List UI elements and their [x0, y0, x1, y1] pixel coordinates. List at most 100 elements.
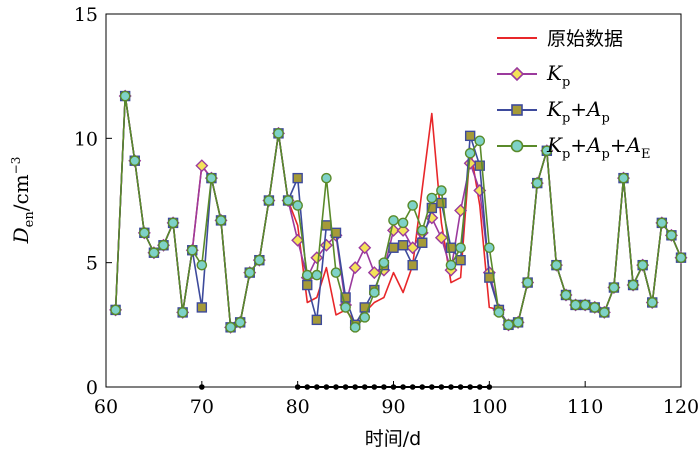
point-kpapae	[282, 195, 294, 206]
legend-marker-kp	[509, 66, 525, 82]
axis-marker-dot	[419, 384, 426, 390]
point-kpapae	[570, 299, 581, 311]
axis-marker-dot	[409, 384, 416, 390]
x-tick-label: 80	[286, 396, 310, 418]
point-kpap	[417, 237, 428, 248]
point-kpapae	[531, 177, 543, 189]
point-kpap	[196, 302, 208, 313]
y-axis-label-sub: en	[22, 211, 37, 228]
axis-marker-dot	[333, 384, 339, 390]
point-kpapae	[407, 200, 418, 211]
point-kpapae	[512, 317, 524, 328]
point-kpapae	[464, 147, 476, 159]
point-kpapae	[301, 269, 313, 281]
point-kpap	[340, 292, 351, 303]
axis-marker-dot	[400, 384, 406, 390]
point-kpapae	[484, 242, 495, 254]
point-kpapae	[646, 297, 658, 308]
y-axis-label-main: D	[9, 227, 33, 244]
point-kpapae	[589, 302, 601, 313]
point-kpapae	[206, 172, 217, 184]
series-line-kpap	[114, 95, 682, 329]
axis-marker-dot	[448, 384, 454, 390]
legend-kpap-k: K	[546, 97, 563, 121]
point-kpapae	[675, 252, 687, 263]
point-kpapae	[445, 259, 457, 271]
point-kpapae	[225, 322, 236, 333]
point-kpapae	[321, 172, 332, 184]
y-axis-label: Den/cm−3	[9, 157, 37, 245]
legend-label-kp: Kp	[546, 61, 570, 90]
x-tick-label: 100	[471, 396, 507, 418]
series-line-kpapae	[114, 95, 682, 329]
point-kpapae	[388, 215, 399, 226]
point-kp	[291, 233, 305, 247]
axis-marker-dot	[429, 384, 435, 390]
point-kpapae	[349, 322, 361, 333]
point-kpapae	[637, 259, 648, 271]
point-kpapae	[177, 307, 188, 318]
x-tick-label: 60	[94, 396, 118, 418]
point-kpapae	[455, 242, 466, 254]
point-kpapae	[436, 185, 447, 196]
series-line-raw	[114, 95, 682, 329]
point-kpapae	[129, 155, 141, 167]
point-kpapae	[551, 259, 562, 271]
axis-marker-dot	[342, 384, 349, 390]
point-kp	[406, 241, 420, 255]
point-kpapae	[196, 259, 208, 271]
y-tick-label: 0	[86, 377, 98, 399]
point-kpapae	[273, 128, 284, 139]
point-kpapae	[560, 289, 572, 301]
point-kpapae	[522, 277, 533, 288]
axis-marker-dot	[457, 384, 464, 390]
point-kpap	[292, 172, 303, 184]
legend-kpapae-a1: +A	[570, 133, 601, 157]
axis-marker-dot	[467, 384, 473, 390]
point-kp	[396, 223, 410, 237]
legend-label-raw: 原始数据	[547, 28, 623, 50]
axis-marker-dot	[323, 384, 330, 390]
y-axis: 0 5 10 15	[74, 4, 112, 399]
point-kpap	[436, 197, 447, 209]
point-kpapae	[244, 267, 256, 278]
axis-marker-dot	[381, 384, 387, 390]
point-kpapae	[110, 304, 121, 316]
point-kpap	[474, 160, 485, 171]
point-kpapae	[579, 299, 591, 311]
legend-marker-kpapae	[510, 139, 524, 153]
point-kpapae	[158, 239, 169, 251]
legend-kp-main: K	[546, 61, 563, 85]
point-kp	[367, 266, 381, 280]
point-kpapae	[167, 217, 179, 229]
point-kpapae	[139, 227, 150, 239]
x-axis: 60 70 80 90 100 110 120	[94, 381, 699, 418]
y-axis-label-sup: −3	[9, 157, 23, 175]
point-kpap	[388, 242, 399, 253]
point-kpap	[302, 279, 313, 291]
point-kp	[348, 261, 362, 275]
point-kp	[195, 159, 209, 173]
y-axis-label-unit: /cm	[9, 174, 33, 211]
series-line-kp	[114, 95, 682, 329]
point-kpapae	[148, 247, 160, 259]
x-tick-label: 90	[381, 396, 405, 418]
point-kpapae	[474, 135, 486, 147]
point-kpapae	[311, 269, 323, 281]
point-kpapae	[618, 172, 629, 184]
legend-kpap-a: +A	[570, 97, 601, 121]
point-kpap	[407, 259, 418, 271]
axis-marker-dot	[438, 384, 445, 390]
point-kpapae	[340, 302, 351, 313]
legend-kp-sub: p	[562, 75, 570, 90]
point-kpapae	[493, 307, 505, 318]
legend-kpap-a-sub: p	[601, 111, 609, 126]
point-kpap	[321, 220, 332, 231]
axis-marker-layer	[199, 384, 493, 390]
axis-marker-dot	[314, 384, 320, 390]
legend-kpapae-k-sub: p	[562, 147, 570, 162]
point-kp	[434, 231, 448, 245]
point-kpap	[455, 254, 466, 266]
x-tick-label: 110	[567, 396, 603, 418]
